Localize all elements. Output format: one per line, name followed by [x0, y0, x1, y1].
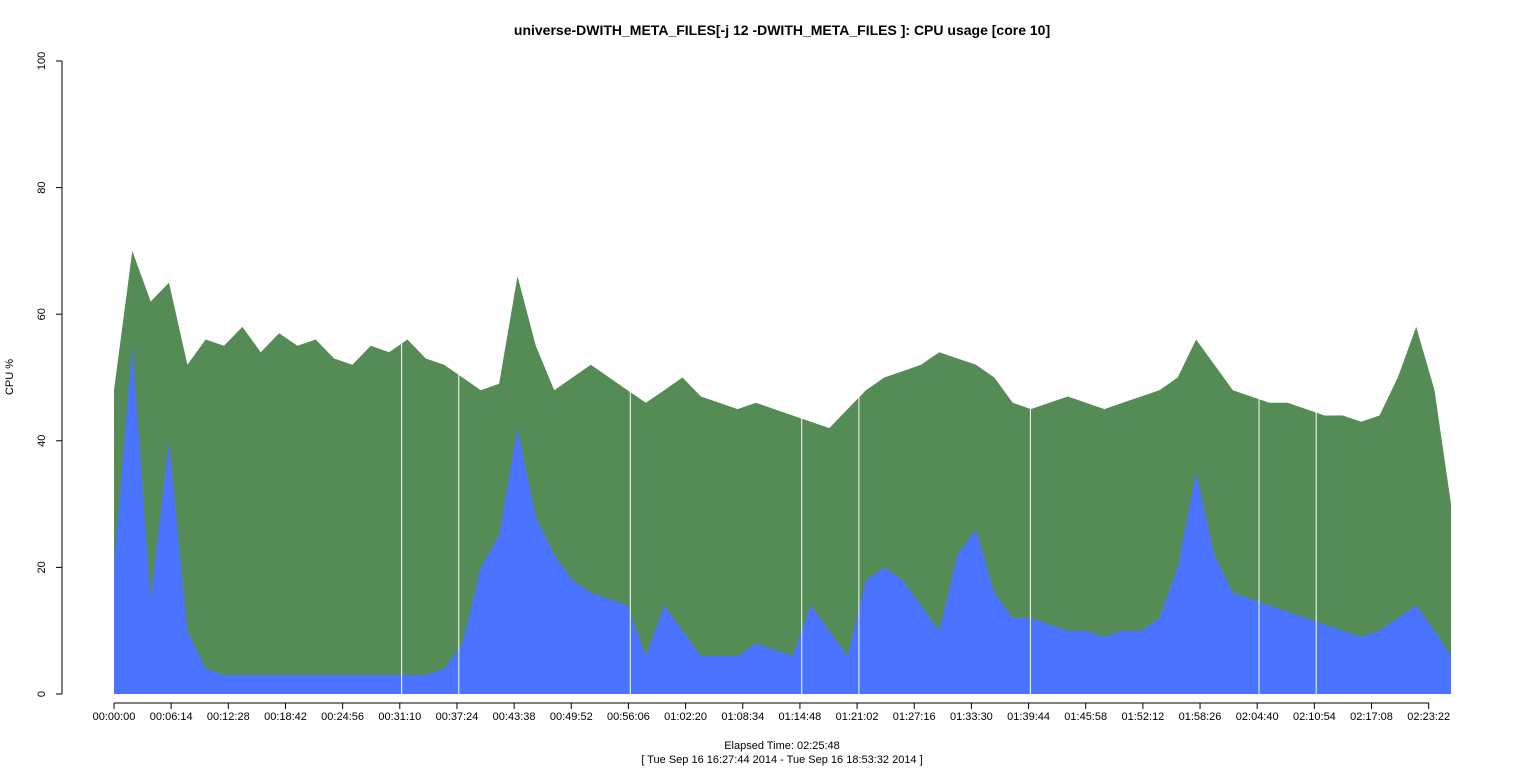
y-tick-label: 60 [36, 308, 48, 320]
x-tick-label: 00:56:06 [607, 711, 650, 723]
x-tick-label: 00:31:10 [378, 711, 421, 723]
x-tick-label: 02:10:54 [1293, 711, 1336, 723]
x-tick-label: 00:06:14 [150, 711, 193, 723]
x-tick-label: 01:39:44 [1007, 711, 1050, 723]
x-tick-label: 00:49:52 [550, 711, 593, 723]
series-2-area [114, 345, 1451, 694]
x-tick-label: 01:58:26 [1179, 711, 1222, 723]
chart-title: universe-DWITH_META_FILES[-j 12 -DWITH_M… [514, 22, 1050, 38]
x-tick-label: 00:24:56 [321, 711, 364, 723]
x-tick-label: 01:45:58 [1064, 711, 1107, 723]
y-tick-label: 0 [36, 691, 48, 697]
x-tick-label: 02:17:08 [1350, 711, 1393, 723]
x-tick-label: 00:00:00 [93, 711, 136, 723]
x-tick-label: 00:43:38 [493, 711, 536, 723]
x-tick-label: 00:12:28 [207, 711, 250, 723]
y-tick-label: 40 [36, 435, 48, 447]
x-tick-label: 00:37:24 [436, 711, 479, 723]
x-tick-label: 01:21:02 [836, 711, 879, 723]
x-tick-label: 01:08:34 [721, 711, 764, 723]
x-axis-sublabel: [ Tue Sep 16 16:27:44 2014 - Tue Sep 16 … [641, 754, 922, 766]
x-axis-label: Elapsed Time: 02:25:48 [724, 740, 840, 752]
x-tick-label: 00:18:42 [264, 711, 307, 723]
y-axis: 0 20 40 60 80 100 [36, 52, 63, 697]
x-tick-label: 01:52:12 [1121, 711, 1164, 723]
x-tick-label: 01:02:20 [664, 711, 707, 723]
x-tick-label: 02:23:22 [1407, 711, 1450, 723]
y-tick-label: 80 [36, 181, 48, 193]
series-1-area [114, 250, 1451, 694]
x-tick-label: 01:14:48 [778, 711, 821, 723]
y-tick-label: 20 [36, 561, 48, 573]
x-tick-label: 01:27:16 [893, 711, 936, 723]
y-tick-label: 100 [36, 52, 48, 70]
x-tick-label: 02:04:40 [1236, 711, 1279, 723]
x-axis: 00:00:00 00:06:14 00:12:28 00:18:42 00:24:56… [93, 702, 1450, 723]
y-axis-label: CPU % [4, 359, 16, 395]
plot-area [114, 61, 1451, 694]
x-tick-label: 01:33:30 [950, 711, 993, 723]
